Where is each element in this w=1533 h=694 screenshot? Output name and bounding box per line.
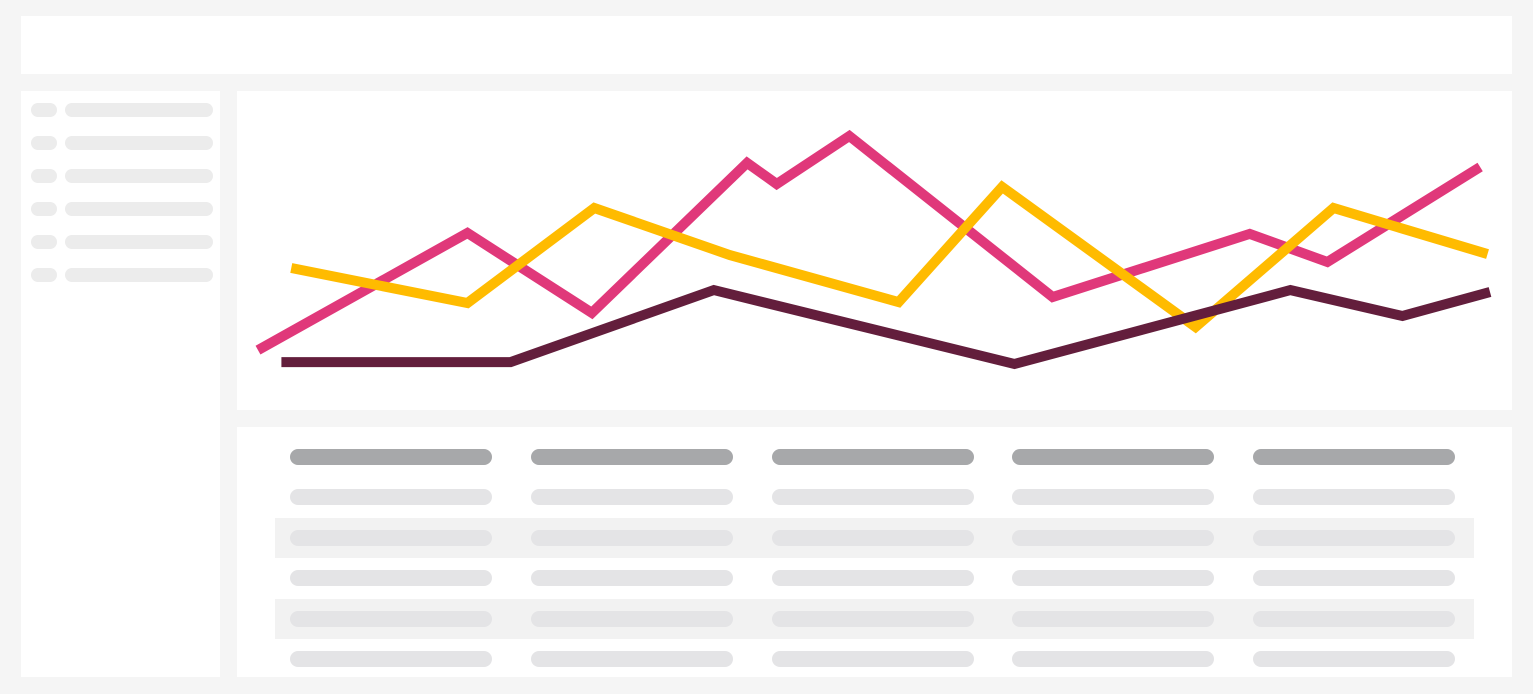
table-cell-placeholder [1253, 530, 1455, 546]
line-series [290, 180, 1489, 334]
table-cell-placeholder [290, 530, 492, 546]
skeletons [31, 103, 1474, 667]
table-cell-placeholder [1253, 570, 1455, 586]
table-cell-placeholder [1253, 611, 1455, 627]
sidebar-text-placeholder [65, 169, 213, 183]
sidebar-text-placeholder [65, 268, 213, 282]
table-cell-placeholder [531, 489, 733, 505]
table-cell-placeholder [772, 611, 974, 627]
table-cell-placeholder [290, 489, 492, 505]
table-cell-placeholder [1012, 530, 1214, 546]
line-series [281, 284, 1492, 370]
table-cell-placeholder [772, 489, 974, 505]
sidebar [21, 91, 220, 677]
table-cell-placeholder [1253, 651, 1455, 667]
table-cell-placeholder [1012, 651, 1214, 667]
header [21, 16, 1512, 74]
table-header-placeholder [1012, 449, 1214, 465]
table-cell-placeholder [772, 570, 974, 586]
table-cell-placeholder [1253, 489, 1455, 505]
table-cell-placeholder [290, 570, 492, 586]
table-cell-placeholder [772, 651, 974, 667]
table-header-placeholder [531, 449, 733, 465]
table-cell-placeholder [1012, 570, 1214, 586]
table-cell-placeholder [531, 611, 733, 627]
sidebar-icon-placeholder [31, 103, 57, 117]
table-cell-placeholder [531, 570, 733, 586]
sidebar-icon-placeholder [31, 136, 57, 150]
table-cell-placeholder [290, 651, 492, 667]
sidebar-text-placeholder [65, 202, 213, 216]
table-header-placeholder [290, 449, 492, 465]
sidebar-text-placeholder [65, 235, 213, 249]
table-cell-placeholder [290, 611, 492, 627]
sidebar-icon-placeholder [31, 169, 57, 183]
table-cell-placeholder [531, 651, 733, 667]
sidebar-text-placeholder [65, 103, 213, 117]
table-header-placeholder [772, 449, 974, 465]
table-cell-placeholder [1012, 611, 1214, 627]
sidebar-icon-placeholder [31, 268, 57, 282]
sidebar-icon-placeholder [31, 202, 57, 216]
sidebar-text-placeholder [65, 136, 213, 150]
table-cell-placeholder [1012, 489, 1214, 505]
table-cell-placeholder [772, 530, 974, 546]
table-header-placeholder [1253, 449, 1455, 465]
table-cell-placeholder [531, 530, 733, 546]
sidebar-icon-placeholder [31, 235, 57, 249]
plot [255, 129, 1492, 370]
